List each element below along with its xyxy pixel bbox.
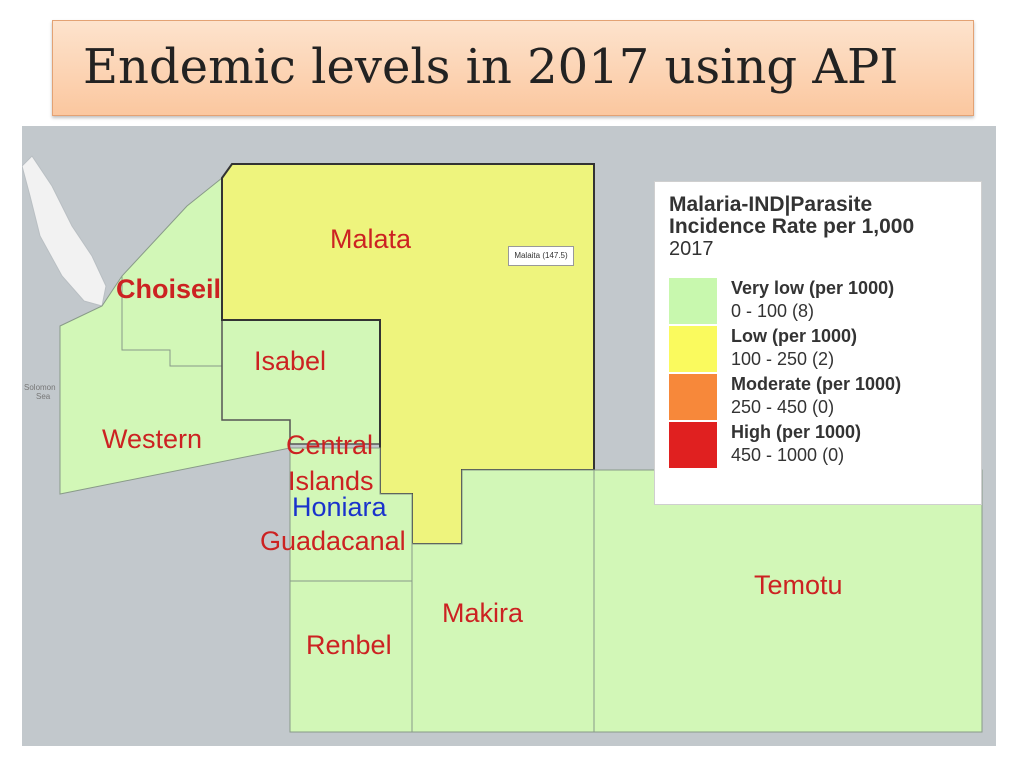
legend-item-very-low: Very low (per 1000) 0 - 100 (8) xyxy=(669,278,969,326)
title-banner: Endemic levels in 2017 using API xyxy=(52,20,974,116)
label-malata[interactable]: Malata xyxy=(330,224,412,254)
malaita-tooltip[interactable]: Malaita (147.5) xyxy=(508,246,574,266)
legend-year: 2017 xyxy=(669,238,714,260)
legend-label: High (per 1000) xyxy=(731,422,862,442)
map-legend: Malaria-IND|Parasite Incidence Rate per … xyxy=(654,181,982,505)
legend-title: Malaria-IND|Parasite Incidence Rate per … xyxy=(669,193,915,238)
island-landmass xyxy=(22,155,107,307)
legend-label: Very low (per 1000) xyxy=(731,278,895,298)
map-panel[interactable]: Solomon Sea Malaita (147.5) Malata Choise… xyxy=(22,126,996,746)
label-choiseil[interactable]: Choiseil xyxy=(116,274,222,304)
legend-range: 450 - 1000 (0) xyxy=(731,445,845,465)
legend-item-high: High (per 1000) 450 - 1000 (0) xyxy=(669,422,969,470)
legend-label: Moderate (per 1000) xyxy=(731,374,902,394)
legend-swatch xyxy=(669,422,717,468)
label-western[interactable]: Western xyxy=(102,424,203,454)
region-temotu xyxy=(593,469,983,733)
legend-range: 100 - 250 (2) xyxy=(731,349,835,369)
legend-range: 250 - 450 (0) xyxy=(731,397,835,417)
legend-label: Low (per 1000) xyxy=(731,326,858,346)
legend-swatch xyxy=(669,326,717,372)
label-temotu[interactable]: Temotu xyxy=(754,570,843,600)
label-guadacanal[interactable]: Guadacanal xyxy=(260,526,406,556)
label-central[interactable]: Central xyxy=(286,430,374,460)
legend-range: 0 - 100 (8) xyxy=(731,301,815,321)
label-renbel[interactable]: Renbel xyxy=(306,630,392,660)
sea-label: Solomon Sea xyxy=(24,383,56,401)
label-islands[interactable]: Islands xyxy=(288,466,374,496)
label-honiara[interactable]: Honiara xyxy=(292,492,387,522)
legend-item-low: Low (per 1000) 100 - 250 (2) xyxy=(669,326,969,374)
map-canvas xyxy=(22,155,983,733)
legend-swatch xyxy=(669,374,717,420)
label-makira[interactable]: Makira xyxy=(442,598,524,628)
legend-item-moderate: Moderate (per 1000) 250 - 450 (0) xyxy=(669,374,969,422)
page-title: Endemic levels in 2017 using API xyxy=(83,39,899,95)
label-isabel[interactable]: Isabel xyxy=(254,346,327,376)
legend-swatch xyxy=(669,278,717,324)
region-renbel xyxy=(289,580,413,733)
region-choiseul-boundary xyxy=(121,276,222,367)
